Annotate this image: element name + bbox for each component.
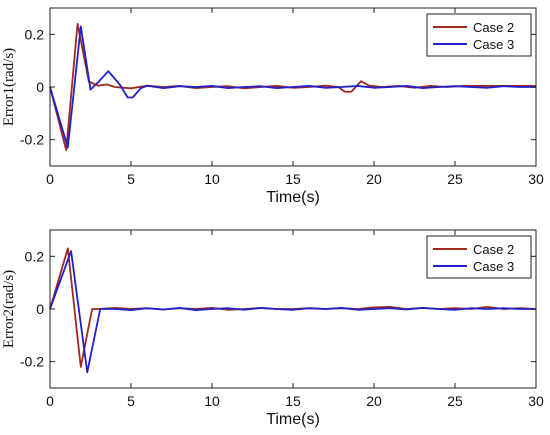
error1-xtick-label: 25 (447, 171, 463, 187)
error2-ytick-label: -0.2 (20, 354, 44, 370)
error1-xtick-label: 30 (528, 171, 544, 187)
error1-ytick-label: 0 (36, 79, 44, 95)
error2-panel: 0 5 10 15 20 25 30 -0.2 0 0.2 Error2(rad/s) Time(… (1, 229, 544, 428)
error2-legend: Case 2 Case 3 (426, 235, 532, 279)
error1-legend-box (426, 13, 532, 57)
error1-legend-label-case3: Case 3 (473, 37, 514, 52)
error1-xtick-label: 15 (285, 171, 301, 187)
error1-xlabel: Time(s) (266, 189, 320, 206)
error2-legend-label-case2: Case 2 (473, 242, 514, 257)
error1-ylabel: Error1(rad/s) (1, 48, 17, 126)
error2-legend-label-case3: Case 3 (473, 259, 514, 274)
error2-xtick-label: 25 (447, 393, 463, 409)
error1-xtick-label: 10 (204, 171, 220, 187)
error2-xtick-label: 20 (366, 393, 382, 409)
error1-xtick-label: 0 (46, 171, 54, 187)
error1-xtick-label: 20 (366, 171, 382, 187)
error2-xlabel: Time(s) (266, 411, 320, 428)
error2-xtick-label: 0 (46, 393, 54, 409)
error2-ytick-label: 0.2 (25, 248, 45, 264)
error1-panel: 0 5 10 15 20 25 30 -0.2 0 0.2 Error1(rad/s) Time(… (1, 7, 544, 206)
error1-series-layer (49, 22, 536, 152)
error2-xtick-label: 10 (204, 393, 220, 409)
error1-ytick-label: 0.2 (25, 26, 45, 42)
error2-legend-box (426, 235, 532, 279)
error2-ticks: 0 5 10 15 20 25 30 -0.2 0 0.2 (20, 230, 544, 409)
error2-ylabel: Error2(rad/s) (1, 270, 17, 348)
error1-ticks: 0 5 10 15 20 25 30 -0.2 0 0.2 (20, 8, 544, 187)
error1-legend: Case 2 Case 3 (426, 13, 532, 57)
error2-xtick-label: 5 (127, 393, 135, 409)
error2-xtick-label: 30 (528, 393, 544, 409)
error1-xtick-label: 5 (127, 171, 135, 187)
error1-series-case3-line (49, 25, 536, 149)
error2-series-layer (49, 247, 537, 374)
error2-xtick-label: 15 (285, 393, 301, 409)
error2-ytick-label: 0 (36, 301, 44, 317)
error1-legend-label-case2: Case 2 (473, 20, 514, 35)
error1-ytick-label: -0.2 (20, 132, 44, 148)
error2-series-case3-line (49, 250, 536, 374)
